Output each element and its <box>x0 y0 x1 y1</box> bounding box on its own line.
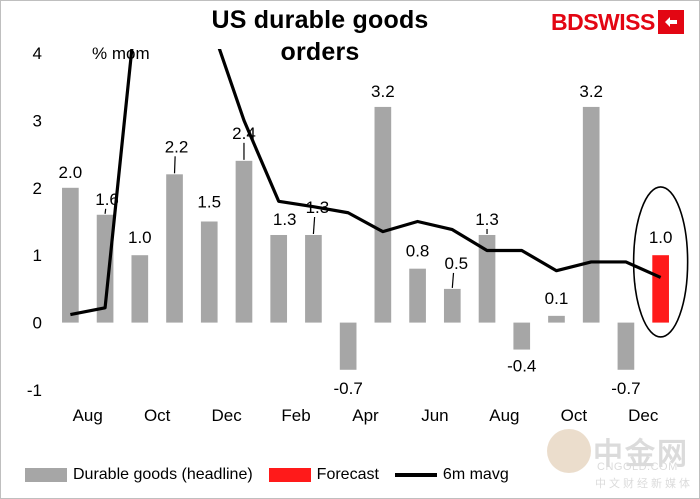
data-label: 3.2 <box>579 82 603 101</box>
x-tick-label: Aug <box>73 406 103 425</box>
headline-bar <box>443 288 461 323</box>
headline-bar <box>478 234 496 323</box>
data-label: 2.4 <box>232 124 256 143</box>
headline-bar <box>409 268 426 323</box>
x-tick-label: Oct <box>144 406 171 425</box>
x-tick-label: Dec <box>211 406 242 425</box>
y-tick-label: 2 <box>33 179 42 198</box>
headline-bar <box>548 315 565 323</box>
data-label: 1.0 <box>649 228 673 247</box>
data-label: 3.2 <box>371 82 395 101</box>
legend-item-headline: Durable goods (headline) <box>25 466 253 484</box>
legend-swatch-mavg <box>394 473 437 477</box>
x-tick-label: Apr <box>352 406 379 425</box>
y-tick-label: 4 <box>33 44 42 63</box>
chart-title-line-2: orders <box>280 38 360 66</box>
data-label-leader <box>451 272 455 288</box>
watermark-logo-icon <box>547 429 591 473</box>
data-label-leader <box>104 208 107 214</box>
forecast-bar <box>652 255 669 323</box>
watermark-sub: 中文财经新媒体 <box>595 478 693 490</box>
headline-bar <box>374 106 392 323</box>
mavg-line <box>70 49 662 317</box>
data-label: 0.1 <box>545 289 569 308</box>
data-label: 1.6 <box>95 190 119 209</box>
watermark-url: CNGOLD.COM <box>597 461 678 473</box>
headline-bar <box>513 322 531 350</box>
headline-bar <box>305 234 322 323</box>
data-label: -0.4 <box>507 357 536 376</box>
headline-bar <box>582 106 600 323</box>
headline-bar <box>166 174 183 323</box>
data-label: 0.8 <box>406 242 430 261</box>
data-label: -0.7 <box>611 379 640 398</box>
data-label: 2.0 <box>59 163 83 182</box>
brand-mark-icon <box>658 10 684 34</box>
x-tick-label: Aug <box>489 406 519 425</box>
headline-bar <box>131 255 149 323</box>
data-label: -0.7 <box>333 379 362 398</box>
x-tick-label: Dec <box>628 406 659 425</box>
data-label: 0.5 <box>444 254 468 273</box>
headline-bar <box>200 221 218 323</box>
y-tick-label: 0 <box>33 314 42 333</box>
data-label-leader <box>173 156 176 174</box>
data-label-leader <box>312 216 316 235</box>
data-label: 1.3 <box>273 210 297 229</box>
brand-logo: BDSWISS <box>551 9 655 35</box>
data-label: 1.3 <box>306 198 330 217</box>
legend-swatch-headline <box>25 468 67 482</box>
x-tick-label: Jun <box>421 406 448 425</box>
chart-legend: Durable goods (headline) Forecast 6m mav… <box>25 464 525 486</box>
headline-bar <box>62 187 79 323</box>
x-tick-label: Oct <box>561 406 588 425</box>
watermark-cn: 中金网 <box>593 438 689 471</box>
y-unit-label: % mom <box>92 44 150 63</box>
y-tick-label: -1 <box>27 381 42 400</box>
data-label: 1.5 <box>197 193 221 212</box>
legend-label-headline: Durable goods (headline) <box>73 466 253 483</box>
legend-label-forecast: Forecast <box>316 466 379 483</box>
data-label: 2.2 <box>165 137 189 156</box>
legend-label-mavg: 6m mavg <box>442 466 509 483</box>
chart-title-line-1: US durable goods <box>211 6 429 34</box>
forecast-highlight-ellipse <box>632 186 689 338</box>
headline-bar <box>339 322 357 370</box>
headline-bar <box>96 214 114 323</box>
legend-item-forecast: Forecast <box>268 466 379 484</box>
y-tick-label: 3 <box>33 111 42 130</box>
watermark: 中金网 CNGOLD.COM 中文财经新媒体 <box>545 423 695 493</box>
y-tick-label: 1 <box>33 246 42 265</box>
data-label: 1.0 <box>128 228 152 247</box>
legend-item-mavg: 6m mavg <box>394 466 509 484</box>
headline-bar <box>270 234 288 323</box>
x-tick-label: Feb <box>281 406 310 425</box>
headline-bar <box>617 322 635 370</box>
headline-bar <box>235 160 253 323</box>
data-label: 1.3 <box>475 210 499 229</box>
legend-swatch-forecast <box>268 468 311 482</box>
